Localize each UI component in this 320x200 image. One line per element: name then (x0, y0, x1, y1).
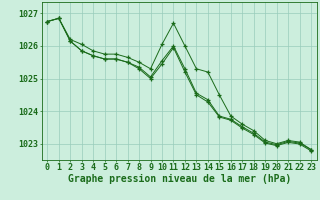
X-axis label: Graphe pression niveau de la mer (hPa): Graphe pression niveau de la mer (hPa) (68, 174, 291, 184)
